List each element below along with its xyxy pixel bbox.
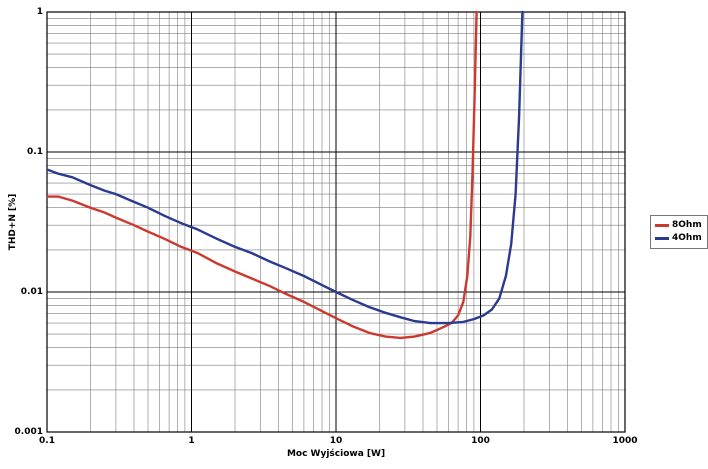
legend-item-4ohm: 4Ohm [655,232,702,245]
legend-label-4ohm: 4Ohm [672,233,702,243]
y-tick-label: 0.001 [14,427,43,437]
x-axis-title: Moc Wyjściowa [W] [286,449,386,459]
y-tick-label: 1 [36,7,43,17]
y-axis-title: THD+N [%] [8,193,18,251]
x-tick-label: 1000 [612,436,638,446]
y-tick-label: 0.1 [27,147,43,157]
y-tick-label: 0.01 [20,287,43,297]
legend-label-8ohm: 8Ohm [672,220,702,230]
curve-8ohm [47,10,478,340]
x-tick-label: 100 [471,436,490,446]
x-tick-label: 10 [329,436,343,446]
curve-4ohm [47,10,524,325]
legend-swatch-4ohm [655,237,669,240]
legend: 8Ohm 4Ohm [650,215,708,249]
x-tick-label: 1 [188,436,195,446]
x-tick-label: 0.1 [39,436,55,446]
legend-swatch-8ohm [655,224,669,227]
legend-item-8ohm: 8Ohm [655,219,702,232]
plot-border [46,11,626,433]
